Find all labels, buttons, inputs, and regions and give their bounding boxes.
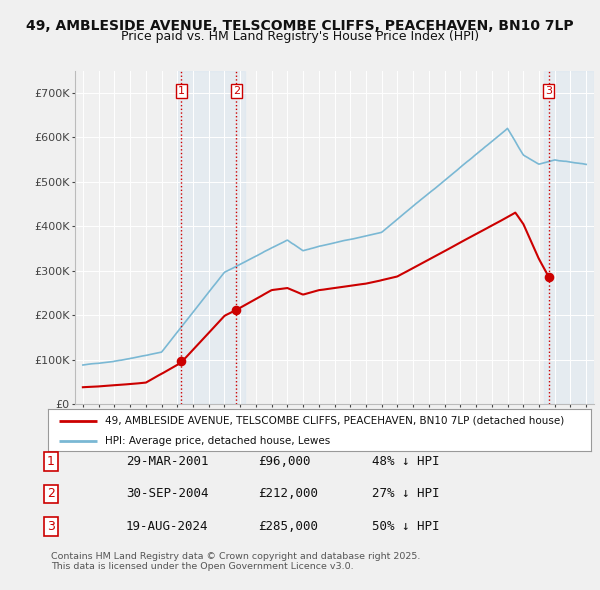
Point	[176, 357, 186, 366]
Text: 19-AUG-2024: 19-AUG-2024	[126, 520, 209, 533]
Text: 29-MAR-2001: 29-MAR-2001	[126, 455, 209, 468]
Text: £96,000: £96,000	[258, 455, 311, 468]
Text: 30-SEP-2004: 30-SEP-2004	[126, 487, 209, 500]
Text: 2: 2	[233, 86, 240, 96]
Bar	[177, 71, 245, 404]
Text: 2: 2	[47, 487, 55, 500]
Text: 49, AMBLESIDE AVENUE, TELSCOMBE CLIFFS, PEACEHAVEN, BN10 7LP: 49, AMBLESIDE AVENUE, TELSCOMBE CLIFFS, …	[26, 19, 574, 33]
Text: 50% ↓ HPI: 50% ↓ HPI	[372, 520, 439, 533]
Text: 3: 3	[545, 86, 553, 96]
Text: £212,000: £212,000	[258, 487, 318, 500]
Text: £285,000: £285,000	[258, 520, 318, 533]
Text: HPI: Average price, detached house, Lewes: HPI: Average price, detached house, Lewe…	[105, 436, 330, 445]
Text: 1: 1	[178, 86, 185, 96]
Text: 1: 1	[47, 455, 55, 468]
Text: 27% ↓ HPI: 27% ↓ HPI	[372, 487, 439, 500]
Point	[232, 305, 241, 314]
Text: Contains HM Land Registry data © Crown copyright and database right 2025.
This d: Contains HM Land Registry data © Crown c…	[51, 552, 421, 571]
Text: 3: 3	[47, 520, 55, 533]
Point	[544, 273, 554, 282]
Text: Price paid vs. HM Land Registry's House Price Index (HPI): Price paid vs. HM Land Registry's House …	[121, 30, 479, 43]
Bar	[544, 71, 594, 404]
Text: 49, AMBLESIDE AVENUE, TELSCOMBE CLIFFS, PEACEHAVEN, BN10 7LP (detached house): 49, AMBLESIDE AVENUE, TELSCOMBE CLIFFS, …	[105, 416, 564, 426]
Text: 48% ↓ HPI: 48% ↓ HPI	[372, 455, 439, 468]
